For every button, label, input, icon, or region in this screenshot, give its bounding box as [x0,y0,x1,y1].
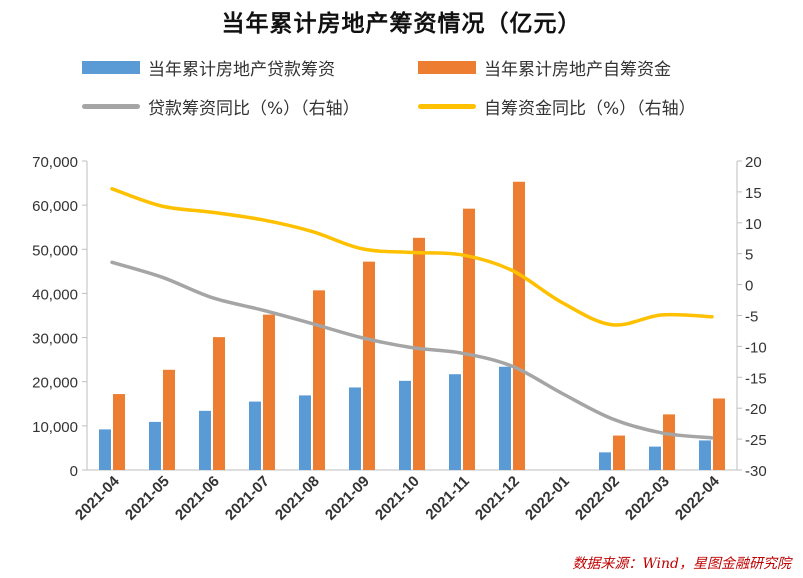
bar-self-raised-funds [213,337,225,470]
legend-row-lines: 贷款筹资同比（%）（右轴） 自筹资金同比（%）（右轴） [0,93,803,119]
y-right-tick-label: -15 [745,370,767,387]
y-right-tick-label: -10 [745,339,767,356]
x-tick-label: 2022-03 [622,473,673,524]
x-tick-label: 2022-02 [572,473,623,524]
bar-loan-financing [249,401,261,470]
line-self-raised-yoy [110,187,714,327]
bar-loan-financing [149,421,161,470]
legend-row-bars: 当年累计房地产贷款筹资 当年累计房地产自筹资金 [0,54,803,80]
y-left-tick-label: 50,000 [32,242,78,259]
y-left-tick-label: 10,000 [32,419,78,436]
bar-self-raised-funds [313,290,325,470]
legend-swatch-self [418,60,476,74]
x-tick-label: 2021-06 [172,473,223,524]
bar-loan-financing [199,410,211,470]
bar-loan-financing [299,395,311,470]
bar-self-raised-funds [413,237,425,470]
bar-self-raised-funds [163,369,175,470]
x-tick-label: 2021-08 [272,473,323,524]
legend-swatch-self-yoy [418,103,476,109]
y-right-tick-label: -20 [745,401,767,418]
x-tick-label: 2021-09 [322,473,373,524]
y-left-tick-label: 0 [70,463,78,480]
legend-label-self-yoy: 自筹资金同比（%）（右轴） [484,98,696,119]
y-right-tick-label: 10 [745,216,762,233]
x-tick-label: 2022-01 [522,473,573,524]
legend-item-self-yoy: 自筹资金同比（%）（右轴） [418,93,696,119]
bar-self-raised-funds [363,261,375,470]
y-right-tick-label: 15 [745,185,762,202]
bar-self-raised-funds [463,208,475,470]
x-tick-label: 2021-12 [472,473,523,524]
y-left-tick-label: 20,000 [32,375,78,392]
y-right-tick-label: 20 [745,154,762,171]
bar-loan-financing [349,387,361,470]
legend-item-loan-yoy: 贷款筹资同比（%）（右轴） [82,93,360,119]
x-tick-label: 2021-05 [122,473,173,524]
y-left-tick-label: 60,000 [32,198,78,215]
y-left-tick-label: 30,000 [32,331,78,348]
bar-loan-financing [449,374,461,470]
source-note: 数据来源：Wind，星图金融研究院 [572,556,791,572]
bar-self-raised-funds [663,414,675,470]
y-right-tick-label: 5 [745,247,753,264]
bar-loan-financing [599,452,611,470]
line-loan-yoy [110,260,714,440]
y-right-tick-label: 0 [745,278,753,295]
y-left-tick-label: 70,000 [32,154,78,171]
legend-item-self: 当年累计房地产自筹资金 [418,54,671,80]
bar-self-raised-funds [113,394,125,470]
legend-swatch-loan-yoy [82,103,140,109]
bar-loan-financing [99,429,111,470]
bar-loan-financing [649,446,661,470]
legend-label-self: 当年累计房地产自筹资金 [484,59,671,80]
x-tick-label: 2021-10 [372,473,423,524]
legend-label-loan: 当年累计房地产贷款筹资 [148,59,335,80]
bar-self-raised-funds [613,435,625,470]
y-right-tick-label: -30 [745,463,767,480]
chart-title: 当年累计房地产筹资情况（亿元） [221,11,582,37]
bar-self-raised-funds [513,181,525,471]
bar-loan-financing [399,380,411,470]
bar-self-raised-funds [263,314,275,470]
x-tick-label: 2021-04 [72,472,123,523]
legend-swatch-loan [82,60,140,74]
legend-item-loan: 当年累计房地产贷款筹资 [82,54,335,80]
bar-loan-financing [699,440,711,470]
x-tick-label: 2022-04 [672,472,723,523]
y-left-tick-label: 40,000 [32,286,78,303]
bar-self-raised-funds [713,398,725,470]
y-right-tick-label: -5 [745,309,758,326]
x-tick-label: 2021-11 [422,473,472,523]
x-tick-label: 2021-07 [222,473,273,524]
legend-label-loan-yoy: 贷款筹资同比（%）（右轴） [148,98,360,119]
bar-loan-financing [499,366,511,470]
y-right-tick-label: -25 [745,432,767,449]
